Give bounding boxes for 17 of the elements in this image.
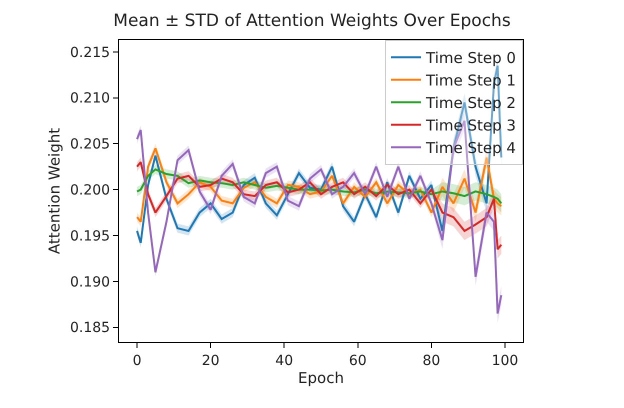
chart-title: Mean ± STD of Attention Weights Over Epochs (113, 11, 511, 32)
y-axis-title: Attention Weight (45, 128, 64, 254)
y-tick-label: 0.190 (70, 274, 110, 290)
y-tick-label: 0.200 (70, 182, 110, 199)
y-tick-label: 0.210 (70, 90, 110, 107)
x-tick-label: 60 (348, 352, 367, 369)
x-tick-label: 0 (132, 352, 142, 369)
x-tick-label: 40 (275, 352, 294, 369)
legend-label: Time Step 0 (425, 49, 516, 68)
y-tick-label: 0.185 (70, 320, 110, 336)
y-tick-label: 0.215 (70, 44, 110, 61)
y-tick-label: 0.205 (70, 136, 110, 153)
x-tick-label: 100 (492, 352, 518, 369)
x-tick-label: 80 (422, 352, 440, 369)
x-tick-label: 20 (202, 352, 220, 369)
x-axis-title: Epoch (298, 368, 344, 387)
y-tick-label: 0.195 (70, 228, 110, 244)
